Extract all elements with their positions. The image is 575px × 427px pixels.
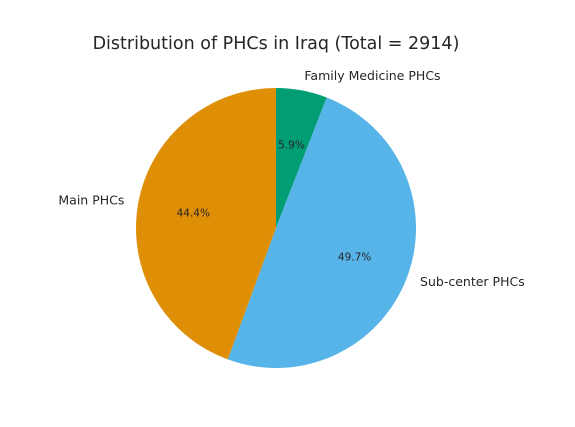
slice-label-family-medicine-phcs: Family Medicine PHCs (304, 68, 440, 83)
chart-title: Distribution of PHCs in Iraq (Total = 29… (93, 34, 460, 54)
pct-label-main-phcs: 44.4% (177, 207, 210, 219)
slice-label-main-phcs: Main PHCs (58, 193, 124, 208)
pct-label-family-medicine-phcs: 5.9% (278, 139, 305, 151)
pie-slices (136, 88, 417, 369)
slice-label-sub-center-phcs: Sub-center PHCs (420, 274, 525, 289)
pie-slice-main-phcs (136, 88, 276, 360)
pie-labels: Family Medicine PHCs 5.9% Sub-center PHCs 4… (58, 68, 524, 289)
pie-slice-family-medicine-phcs (276, 88, 327, 228)
pct-label-sub-center-phcs: 49.7% (338, 252, 371, 264)
pie-slice-sub-center-phcs (227, 97, 417, 369)
